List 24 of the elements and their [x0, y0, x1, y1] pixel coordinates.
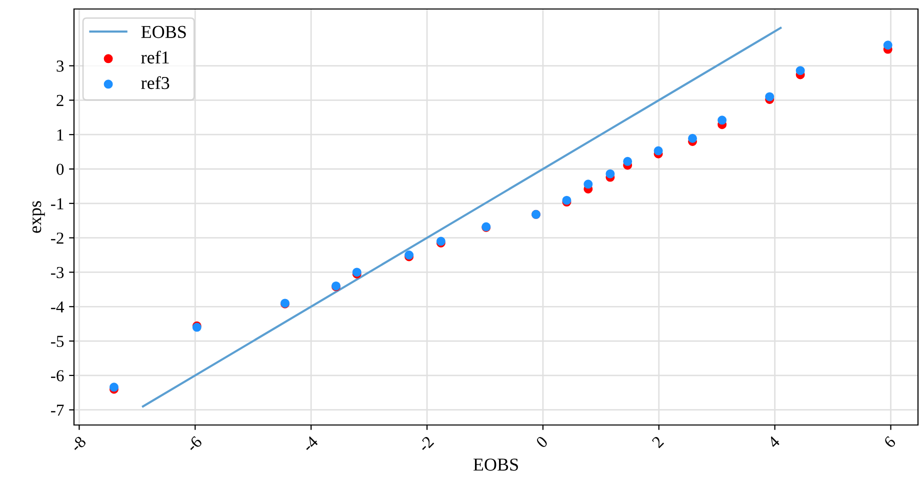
- y-tick-label: -5: [51, 336, 64, 347]
- y-tick-label: -4: [51, 301, 64, 312]
- legend-label: ref3: [141, 76, 170, 90]
- y-tick-label: 2: [56, 94, 64, 106]
- x-tick-label: -2: [418, 436, 434, 452]
- legend-label: ref1: [141, 50, 169, 64]
- x-axis-title: EOBS: [473, 458, 518, 471]
- x-tick-label: 0: [535, 436, 548, 448]
- x-tick-label: -4: [302, 435, 319, 452]
- y-tick-label: 0: [56, 164, 64, 175]
- x-tick-label: 6: [883, 435, 896, 448]
- y-tick-label: 1: [57, 129, 64, 140]
- y-tick-label: -3: [51, 266, 64, 278]
- y-tick-label: -6: [51, 370, 64, 382]
- x-tick-label: 2: [651, 436, 664, 448]
- y-tick-label: -2: [51, 232, 64, 244]
- y-axis-title: exps: [32, 201, 45, 233]
- x-tick-label: 4: [767, 435, 780, 449]
- x-tick-label: -8: [70, 436, 87, 452]
- legend-label: EOBS: [141, 26, 186, 38]
- y-tick-label: -1: [51, 198, 64, 210]
- x-tick-label: -6: [186, 435, 203, 452]
- y-tick-label: 3: [56, 60, 64, 72]
- y-tick-label: -7: [51, 404, 64, 416]
